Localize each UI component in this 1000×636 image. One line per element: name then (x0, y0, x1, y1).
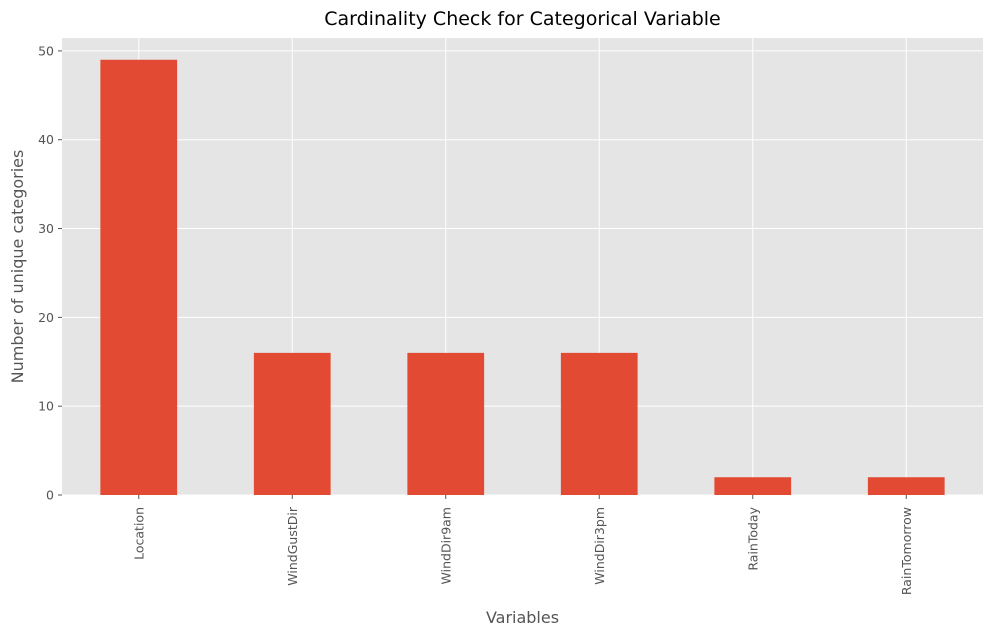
bars (100, 59, 945, 496)
x-tick-label-WindDir3pm: WindDir3pm (592, 507, 607, 585)
bar-WindDir9am (407, 352, 485, 495)
bar-RainTomorrow (867, 477, 945, 495)
y-tick-label-40: 40 (38, 132, 54, 147)
y-axis-label: Number of unique categories (8, 150, 27, 384)
x-tick-label-RainToday: RainToday (745, 506, 760, 570)
bar-WindGustDir (253, 352, 331, 495)
x-tick-label-WindDir9am: WindDir9am (438, 507, 453, 584)
x-tick-label-RainTomorrow: RainTomorrow (899, 507, 914, 595)
chart-title: Cardinality Check for Categorical Variab… (324, 8, 721, 30)
x-tick-label-WindGustDir: WindGustDir (285, 506, 300, 586)
y-tick-label-0: 0 (46, 488, 54, 503)
x-axis: Location WindGustDir WindDir9am WindDir3pm R… (131, 495, 914, 595)
bar-WindDir3pm (560, 352, 638, 495)
y-tick-label-30: 30 (38, 221, 54, 236)
y-axis: 0 10 20 30 40 50 (38, 43, 62, 503)
y-tick-label-50: 50 (38, 43, 54, 58)
bar-Location (100, 59, 178, 496)
y-tick-label-20: 20 (38, 310, 54, 325)
plot-area (62, 38, 983, 495)
bar-RainToday (714, 477, 792, 495)
y-tick-label-10: 10 (38, 399, 54, 414)
x-tick-label-Location: Location (131, 507, 146, 560)
x-axis-label: Variables (486, 608, 559, 627)
